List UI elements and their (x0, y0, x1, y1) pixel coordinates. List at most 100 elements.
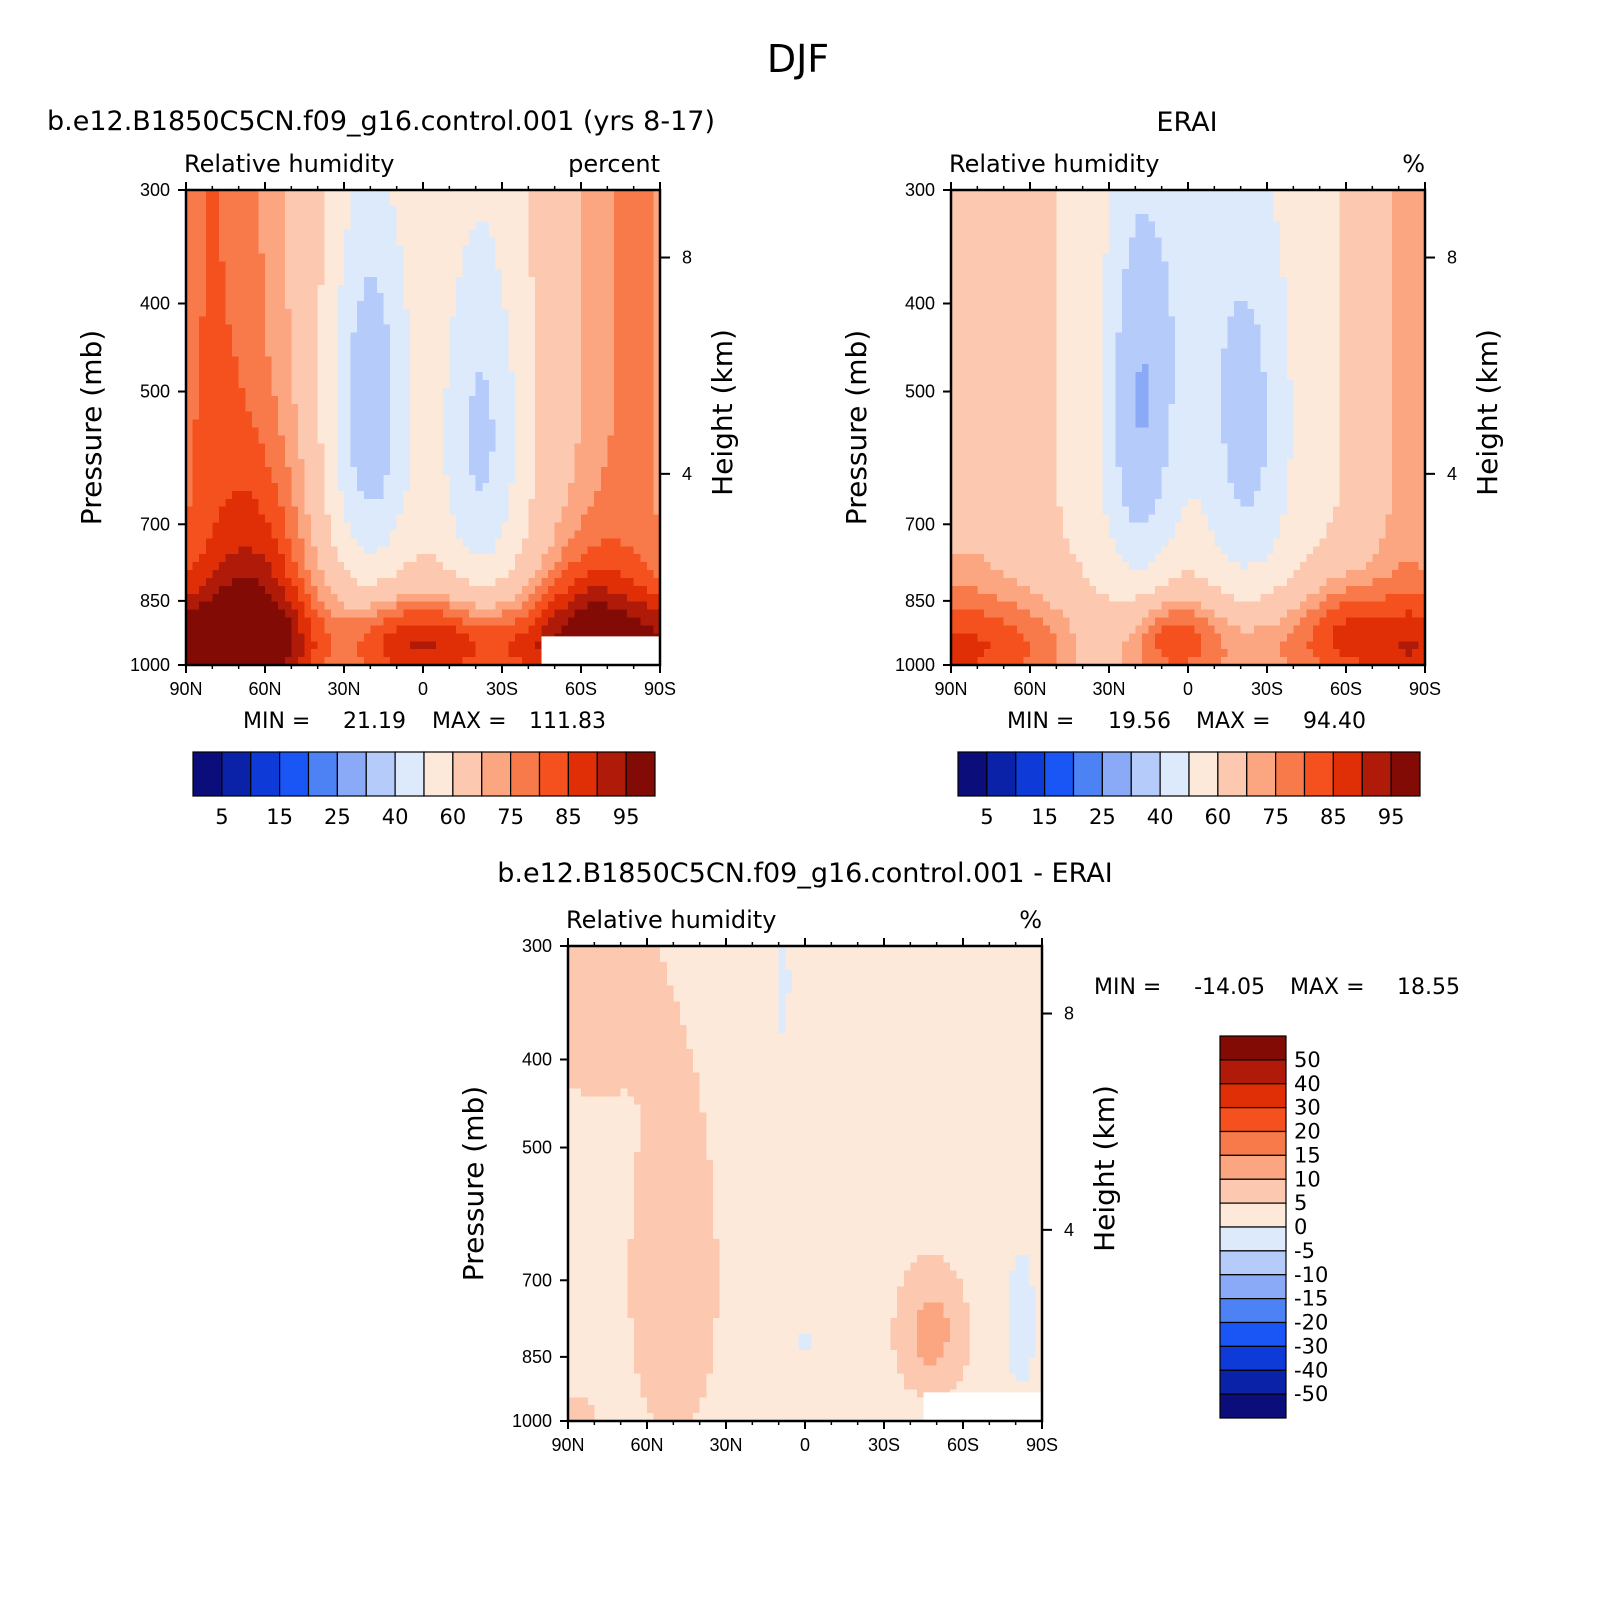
colorbar-label: 60 (440, 805, 467, 829)
colorbar-swatch (1188, 751, 1219, 797)
colorbar-swatch (1361, 751, 1392, 797)
colorbar-swatch (1219, 1107, 1287, 1133)
colorbar-label: 85 (1320, 805, 1347, 829)
y-tick-label: 400 (905, 293, 935, 313)
y-tick-label: 700 (522, 1270, 552, 1290)
x-tick-label: 30S (486, 679, 518, 699)
y-tick-label: 700 (905, 514, 935, 534)
max-label: MAX = (1290, 975, 1365, 1000)
colorbar-label: -15 (1294, 1287, 1328, 1311)
colorbar-label: 10 (1294, 1167, 1321, 1191)
colorbar-label: 50 (1294, 1048, 1321, 1072)
colorbar-swatch (250, 751, 281, 797)
colorbar-swatch (1303, 751, 1334, 797)
colorbar-swatch (192, 751, 223, 797)
colorbar-swatch (1217, 751, 1248, 797)
colorbar-swatch (452, 751, 483, 797)
colorbar-label: 15 (1294, 1143, 1321, 1167)
colorbar-label: 5 (1294, 1191, 1307, 1215)
colorbar-label: -20 (1294, 1311, 1328, 1335)
chart-panel-2: 90N 60N 30N 0 30S 60S 90S 300 400 500 700 850 1000 8 4… (840, 107, 1504, 829)
y-tick-label: 1000 (512, 1411, 552, 1431)
max-value: 18.55 (1397, 975, 1460, 1000)
colorbar-swatch (1219, 1202, 1287, 1228)
colorbar-swatch (1390, 751, 1421, 797)
x-tick-label: 90N (169, 679, 202, 699)
y-tick-label: 500 (905, 382, 935, 402)
x-tick-label: 60N (248, 679, 281, 699)
colorbar-swatch (957, 751, 988, 797)
colorbar-swatch (1072, 751, 1103, 797)
colorbar-swatch (1219, 1298, 1287, 1324)
panel-title: ERAI (1156, 107, 1217, 138)
colorbar-label: 15 (266, 805, 293, 829)
colorbar-label: 40 (382, 805, 409, 829)
colorbar-swatch (365, 751, 396, 797)
colorbar-label: -5 (1294, 1239, 1315, 1263)
colorbar-label: 5 (215, 805, 228, 829)
colorbar-label: -10 (1294, 1263, 1328, 1287)
colorbar-label: 40 (1147, 805, 1174, 829)
contour-fill (568, 946, 1043, 1422)
colorbar-swatch (394, 751, 425, 797)
max-value: 111.83 (529, 709, 606, 734)
colorbar-swatch (1130, 751, 1161, 797)
colorbar-swatch (1332, 751, 1363, 797)
y-axis-label: Pressure (mb) (457, 1086, 490, 1281)
colorbar-swatch (1219, 1393, 1287, 1419)
colorbar-label: -40 (1294, 1358, 1328, 1382)
terrain-mask (541, 636, 660, 665)
chart-panel-1: 90N 60N 30N 0 30S 60S 90S 300 400 500 700 850 1000 8 4… (47, 106, 739, 829)
y2-tick-label: 8 (1447, 248, 1457, 268)
colorbar-swatch (1219, 1083, 1287, 1109)
colorbar-swatch (1275, 751, 1306, 797)
y-tick-label: 400 (522, 1049, 552, 1069)
colorbar-swatch (1159, 751, 1190, 797)
colorbar-swatch (1219, 1250, 1287, 1276)
colorbar-swatch (1219, 1321, 1287, 1347)
left-subtitle: Relative humidity (949, 150, 1159, 178)
contour-fill (951, 190, 1426, 666)
y-tick-label: 300 (140, 180, 170, 200)
colorbar-swatch (336, 751, 367, 797)
units-label: % (1402, 150, 1425, 178)
y2-tick-label: 4 (1064, 1220, 1074, 1240)
colorbar-swatch (1219, 1274, 1287, 1300)
units-label: % (1019, 906, 1042, 934)
y2-tick-label: 8 (1064, 1004, 1074, 1024)
colorbar-swatch (596, 751, 627, 797)
chart-panel-3: 90N 60N 30N 0 30S 60S 90S300400500700850100084… (457, 858, 1460, 1455)
colorbar-swatch (1044, 751, 1075, 797)
min-value: 21.19 (343, 709, 406, 734)
y-tick-label: 300 (522, 936, 552, 956)
colorbar-swatch (625, 751, 656, 797)
colorbar-label: 75 (1262, 805, 1289, 829)
y-tick-label: 300 (905, 180, 935, 200)
colorbar-swatch (307, 751, 338, 797)
units-label: percent (568, 150, 660, 178)
min-label: MIN = (1007, 709, 1074, 734)
max-label: MAX = (432, 709, 507, 734)
x-tick-label: 90S (1409, 679, 1441, 699)
y-tick-label: 1000 (130, 655, 170, 675)
colorbar-label: 5 (980, 805, 993, 829)
x-tick-label: 30N (327, 679, 360, 699)
left-subtitle: Relative humidity (184, 150, 394, 178)
colorbar-label: 75 (497, 805, 524, 829)
colorbar-label: 25 (324, 805, 351, 829)
colorbar-swatch (1219, 1345, 1287, 1371)
colorbar-swatch (1219, 1226, 1287, 1252)
x-tick-label: 90N (551, 1435, 584, 1455)
contour-fill (186, 190, 661, 666)
y-tick-label: 400 (140, 293, 170, 313)
y2-axis-label: Height (km) (1088, 1085, 1121, 1252)
max-label: MAX = (1196, 709, 1271, 734)
y-tick-label: 850 (522, 1347, 552, 1367)
y-tick-label: 700 (140, 514, 170, 534)
colorbar-swatch (1219, 1130, 1287, 1156)
x-tick-label: 60N (630, 1435, 663, 1455)
panel-title: b.e12.B1850C5CN.f09_g16.control.001 (yrs… (47, 106, 715, 137)
colorbar-swatch (221, 751, 252, 797)
colorbar-swatch (279, 751, 310, 797)
